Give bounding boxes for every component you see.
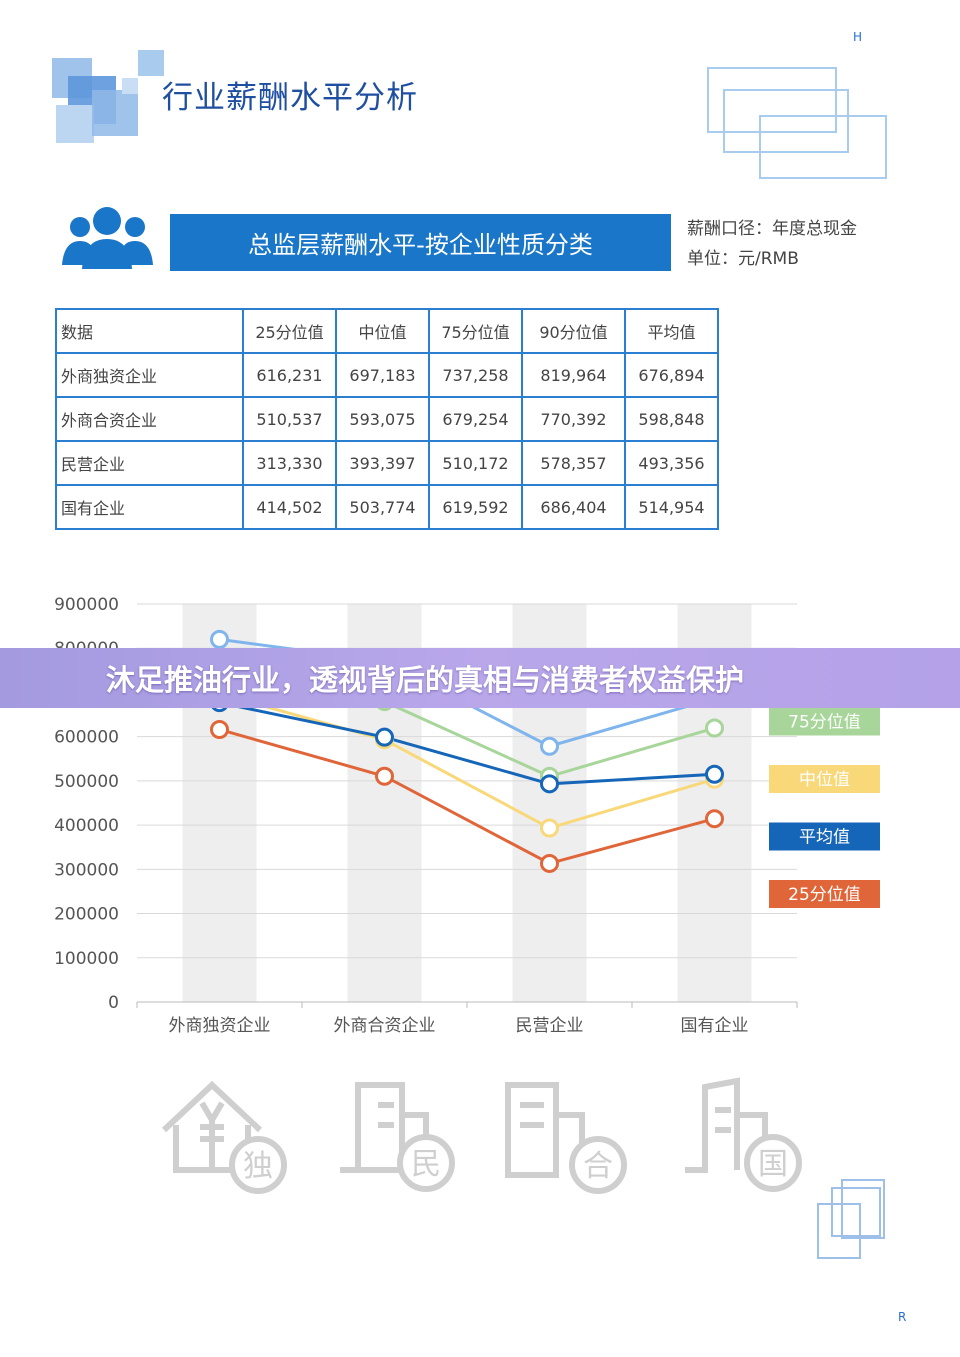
decorative-small-frames [815, 1175, 890, 1260]
y-tick-label: 600000 [54, 728, 119, 748]
table-cell: 770,392 [521, 396, 626, 442]
legend-swatch [769, 707, 880, 736]
series-line [219, 692, 715, 830]
people-group-icon [62, 207, 153, 269]
table-cell: 686,404 [521, 484, 626, 530]
table-cell: 外商合资企业 [55, 396, 244, 442]
table-cell: 514,954 [624, 484, 719, 530]
table-cell: 676,894 [624, 352, 719, 398]
table-cell: 619,592 [428, 484, 523, 530]
table-cell: 民营企业 [55, 440, 244, 486]
table-cell: 国有企业 [55, 484, 244, 530]
data-point [210, 719, 229, 739]
decorative-frames [705, 65, 895, 185]
table-cell: 616,231 [242, 352, 337, 398]
table-cell: 598,848 [624, 396, 719, 442]
series-line [219, 701, 715, 786]
series-line [219, 728, 715, 866]
house-yen-icon: 独 [161, 1080, 287, 1194]
x-tick-label: 民营企业 [516, 1016, 584, 1036]
icon-badge: 民 [411, 1147, 441, 1182]
legend-label: 平均值 [799, 828, 850, 848]
overlay-banner: 沐足推油行业，透视背后的真相与消费者权益保护 [0, 648, 960, 708]
building-state-icon: 国 [685, 1077, 802, 1192]
table-cell: 503,774 [335, 484, 430, 530]
table-header-cell: 25分位值 [242, 308, 337, 354]
table-cell: 679,254 [428, 396, 523, 442]
legend-swatch [769, 765, 880, 793]
table-cell: 414,502 [242, 484, 337, 530]
section-banner: 总监层薪酬水平-按企业性质分类 [170, 214, 671, 271]
y-tick-label: 900000 [54, 595, 119, 615]
data-point [705, 718, 724, 738]
table-row: 外商合资企业 510,537 593,075 679,254 770,392 5… [55, 396, 719, 442]
salary-notes: 薪酬口径：年度总现金 单位：元/RMB [687, 214, 857, 274]
corner-mark-bottom: R [898, 1310, 907, 1324]
y-tick-label: 200000 [54, 905, 119, 925]
building-joint-icon: 合 [505, 1082, 627, 1194]
table-cell: 313,330 [242, 440, 337, 486]
legend-label: 75分位值 [788, 713, 861, 733]
salary-table: 数据 25分位值 中位值 75分位值 90分位值 平均值 外商独资企业 616,… [55, 308, 719, 530]
table-header-row: 数据 25分位值 中位值 75分位值 90分位值 平均值 [55, 308, 719, 354]
table-cell: 493,356 [624, 440, 719, 486]
data-point [540, 818, 559, 838]
corner-mark-top: H [853, 30, 863, 44]
icon-badge: 独 [243, 1149, 273, 1184]
building-private-icon: 民 [340, 1082, 455, 1192]
data-point [705, 764, 724, 784]
table-row: 民营企业 313,330 393,397 510,172 578,357 493… [55, 440, 719, 486]
table-cell: 578,357 [521, 440, 626, 486]
y-tick-label: 500000 [54, 772, 119, 792]
data-point [705, 809, 724, 829]
table-cell: 510,172 [428, 440, 523, 486]
page-title: 行业薪酬水平分析 [162, 80, 418, 116]
table-cell: 697,183 [335, 352, 430, 398]
data-point [540, 853, 559, 873]
company-type-icons: 独 民 合 国 [161, 1077, 802, 1194]
x-tick-label: 外商独资企业 [169, 1016, 271, 1036]
x-tick-label: 国有企业 [681, 1016, 749, 1036]
y-tick-label: 0 [108, 993, 119, 1013]
icon-badge: 合 [583, 1149, 613, 1184]
table-row: 外商独资企业 616,231 697,183 737,258 819,964 6… [55, 352, 719, 398]
salary-unit-note: 单位：元/RMB [687, 249, 799, 269]
y-tick-label: 300000 [54, 860, 119, 880]
data-point [210, 629, 229, 649]
table-cell: 393,397 [335, 440, 430, 486]
salary-caliber-note: 薪酬口径：年度总现金 [687, 219, 857, 239]
logo-squares-icon [52, 50, 170, 150]
table-header-cell: 数据 [55, 308, 244, 354]
table-cell: 819,964 [521, 352, 626, 398]
table-header-cell: 平均值 [624, 308, 719, 354]
table-header-cell: 中位值 [335, 308, 430, 354]
table-header-cell: 90分位值 [521, 308, 626, 354]
icon-badge: 国 [758, 1147, 788, 1182]
legend-swatch [769, 822, 880, 851]
legend-label: 25分位值 [788, 885, 861, 905]
legend-swatch [769, 880, 880, 908]
data-point [375, 766, 394, 786]
legend-label: 中位值 [799, 770, 850, 790]
data-point [540, 736, 559, 756]
y-tick-label: 400000 [54, 816, 119, 836]
table-header-cell: 75分位值 [428, 308, 523, 354]
data-point [375, 727, 394, 747]
data-point [540, 774, 559, 794]
y-tick-label: 100000 [54, 949, 119, 969]
table-cell: 593,075 [335, 396, 430, 442]
table-cell: 外商独资企业 [55, 352, 244, 398]
table-row: 国有企业 414,502 503,774 619,592 686,404 514… [55, 484, 719, 530]
table-cell: 510,537 [242, 396, 337, 442]
table-cell: 737,258 [428, 352, 523, 398]
x-tick-label: 外商合资企业 [334, 1016, 436, 1036]
